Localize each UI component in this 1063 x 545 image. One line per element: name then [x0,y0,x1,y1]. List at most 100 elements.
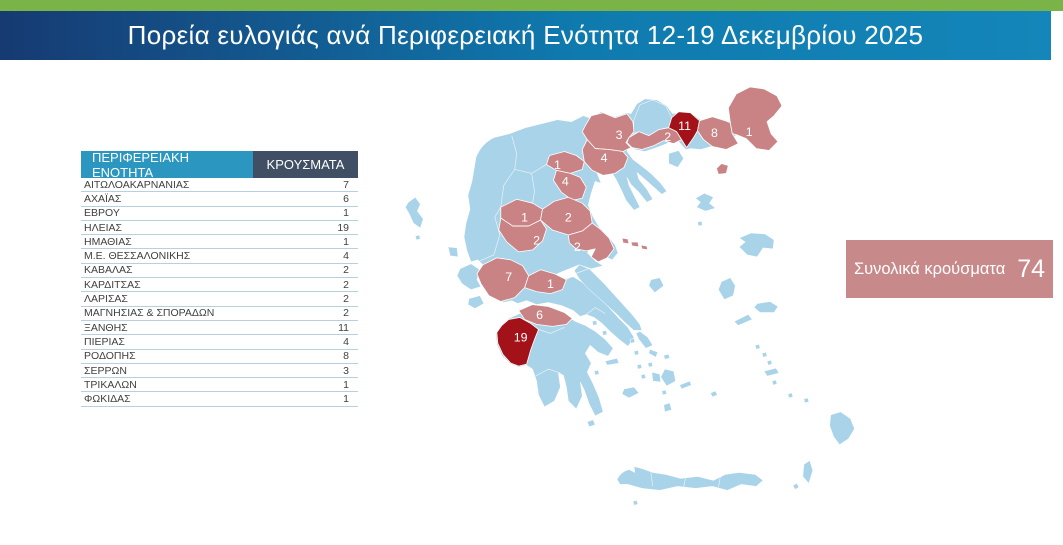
island-lefkada [447,246,459,258]
table-row: ΚΑΒΑΛΑΣ 2 [81,264,358,279]
region-thessaloniki [581,139,629,176]
region-name: ΑΧΑΪΑΣ [84,192,122,205]
table-row: ΤΡΙΚΑΛΩΝ 1 [81,378,358,393]
map-label-rodopi: 8 [711,126,718,140]
table-header: ΠΕΡΙΦΕΡΕΙΑΚΗ ΕΝΟΤΗΤΑ ΚΡΟΥΣΜΑΤΑ [81,150,358,180]
map-label-fokida: 1 [547,277,554,291]
table-row: ΚΑΡΔΙΤΣΑΣ 2 [81,278,358,293]
map-label-imathia: 1 [554,158,561,172]
region-cases: 4 [343,335,349,348]
region-cases: 2 [343,264,349,277]
map-label-magnisia: 2 [574,240,581,254]
region-name: ΑΙΤΩΛΟΑΚΑΡΝΑΝΙΑΣ [84,178,190,191]
table-row: ΡΟΔΟΠΗΣ 8 [81,350,358,364]
map-label-aitoloakarnania: 7 [505,270,512,284]
table-row: ΦΩΚΙΔΑΣ 1 [81,392,358,407]
region-name: Μ.Ε. ΘΕΣΣΑΛΟΝΙΚΗΣ [84,250,191,263]
region-rodopi [697,116,739,150]
region-cases: 6 [343,192,349,205]
table-row: ΠΙΕΡΙΑΣ 4 [81,335,358,350]
region-cases: 11 [338,321,349,334]
region-fokida [524,269,567,295]
column-header-cases: ΚΡΟΥΣΜΑΤΑ [253,151,358,178]
table-body: ΑΙΤΩΛΟΑΚΑΡΝΑΝΙΑΣ 7 ΑΧΑΪΑΣ 6 ΕΒΡΟΥ 1 ΗΛΕΙΑΣ 19 ΗΜ… [81,178,358,407]
region-name: ΠΙΕΡΙΑΣ [84,335,125,348]
page-title: Πορεία ευλογιάς ανά Περιφερειακή Ενότητα… [127,20,924,50]
internal-borders [479,135,721,488]
table-row: ΗΛΕΙΑΣ 19 [81,221,358,236]
region-pieria [553,170,587,201]
table-row: ΗΜΑΘΙΑΣ 1 [81,235,358,250]
region-cases: 7 [343,178,349,191]
island-karpathos [802,460,814,484]
region-ileia [496,317,539,367]
table-row: ΜΑΓΝΗΣΙΑΣ & ΣΠΟΡΑΔΩΝ 2 [81,307,358,321]
region-evros [727,86,783,151]
region-name: ΚΑΒΑΛΑΣ [84,264,133,277]
title-bar: Πορεία ευλογιάς ανά Περιφερειακή Ενότητα… [0,11,1051,60]
table-row: Μ.Ε. ΘΕΣΣΑΛΟΝΙΚΗΣ 4 [81,249,358,264]
region-cases: 1 [343,207,349,220]
island-limnos [695,192,716,212]
region-name: ΗΛΕΙΑΣ [84,221,123,234]
map-label-kavala: 2 [664,130,671,144]
region-karditsa [498,217,547,253]
map-regions [476,86,783,367]
region-name: ΜΑΓΝΗΣΙΑΣ & ΣΠΟΡΑΔΩΝ [84,307,215,320]
region-cases: 2 [343,293,349,306]
island-samothraki [716,163,729,175]
region-cases: 1 [343,378,349,391]
region-name: ΣΕΡΡΩΝ [84,364,127,377]
region-name: ΕΒΡΟΥ [84,207,120,220]
island-samos [753,301,779,313]
region-cases: 1 [343,235,349,248]
region-cases: 2 [343,307,349,320]
region-name: ΞΑΝΘΗΣ [84,321,128,334]
cases-table: ΠΕΡΙΦΕΡΕΙΑΚΗ ΕΝΟΤΗΤΑ ΚΡΟΥΣΜΑΤΑ ΑΙΤΩΛΟΑΚΑ… [81,150,358,407]
region-cases: 2 [343,278,349,291]
map-label-serres: 3 [616,128,623,142]
region-cases: 8 [343,350,349,363]
region-name: ΛΑΡΙΣΑΣ [84,293,128,306]
island-ikaria [733,314,753,326]
table-row: ΛΑΡΙΣΑΣ 2 [81,292,358,307]
table-row: ΑΙΤΩΛΟΑΚΑΡΝΑΝΙΑΣ 7 [81,178,358,193]
island-chios [718,277,736,300]
island-thasos [668,150,684,168]
region-name: ΤΡΙΚΑΛΩΝ [84,378,137,391]
map-label-trikala: 1 [521,210,528,224]
island-kefalonia [456,263,482,290]
column-header-region: ΠΕΡΙΦΕΡΕΙΑΚΗ ΕΝΟΤΗΤΑ [81,150,253,180]
island-skyros [648,277,665,293]
map-label-pieria: 4 [562,175,569,189]
region-achaia [518,304,573,327]
island-crete [616,466,764,491]
map-label-achaia: 6 [536,308,543,322]
top-accent-bar [0,0,1063,11]
greece-map: 3 2 11 8 1 4 1 4 1 2 2 2 7 1 6 19 [383,78,863,545]
island-rhodes [829,411,855,445]
region-name: ΚΑΡΔΙΤΣΑΣ [84,278,141,291]
map-label-thessaloniki: 4 [601,151,608,165]
map-label-ileia: 19 [514,331,528,345]
table-row: ΕΒΡΟΥ 1 [81,207,358,221]
sporades-islands [621,237,649,251]
map-label-xanthi: 11 [678,119,691,133]
map-label-evros: 1 [746,125,753,139]
total-cases-value: 74 [1017,254,1046,283]
region-name: ΗΜΑΘΙΑΣ [84,235,132,248]
island-corfu [405,196,424,229]
table-row: ΑΧΑΪΑΣ 6 [81,192,358,207]
map-label-karditsa: 2 [533,233,540,247]
table-row: ΞΑΝΘΗΣ 11 [81,321,358,336]
region-magnisia [567,222,615,263]
region-name: ΡΟΔΟΠΗΣ [84,350,136,363]
region-imathia [546,151,585,174]
island-evia [574,264,643,331]
region-cases: 1 [343,393,349,406]
region-name: ΦΩΚΙΔΑΣ [84,393,131,406]
aegean-small-islands [415,220,810,506]
total-cases-label: Συνολικά κρούσματα [853,259,1006,278]
island-lesbos [738,232,775,258]
